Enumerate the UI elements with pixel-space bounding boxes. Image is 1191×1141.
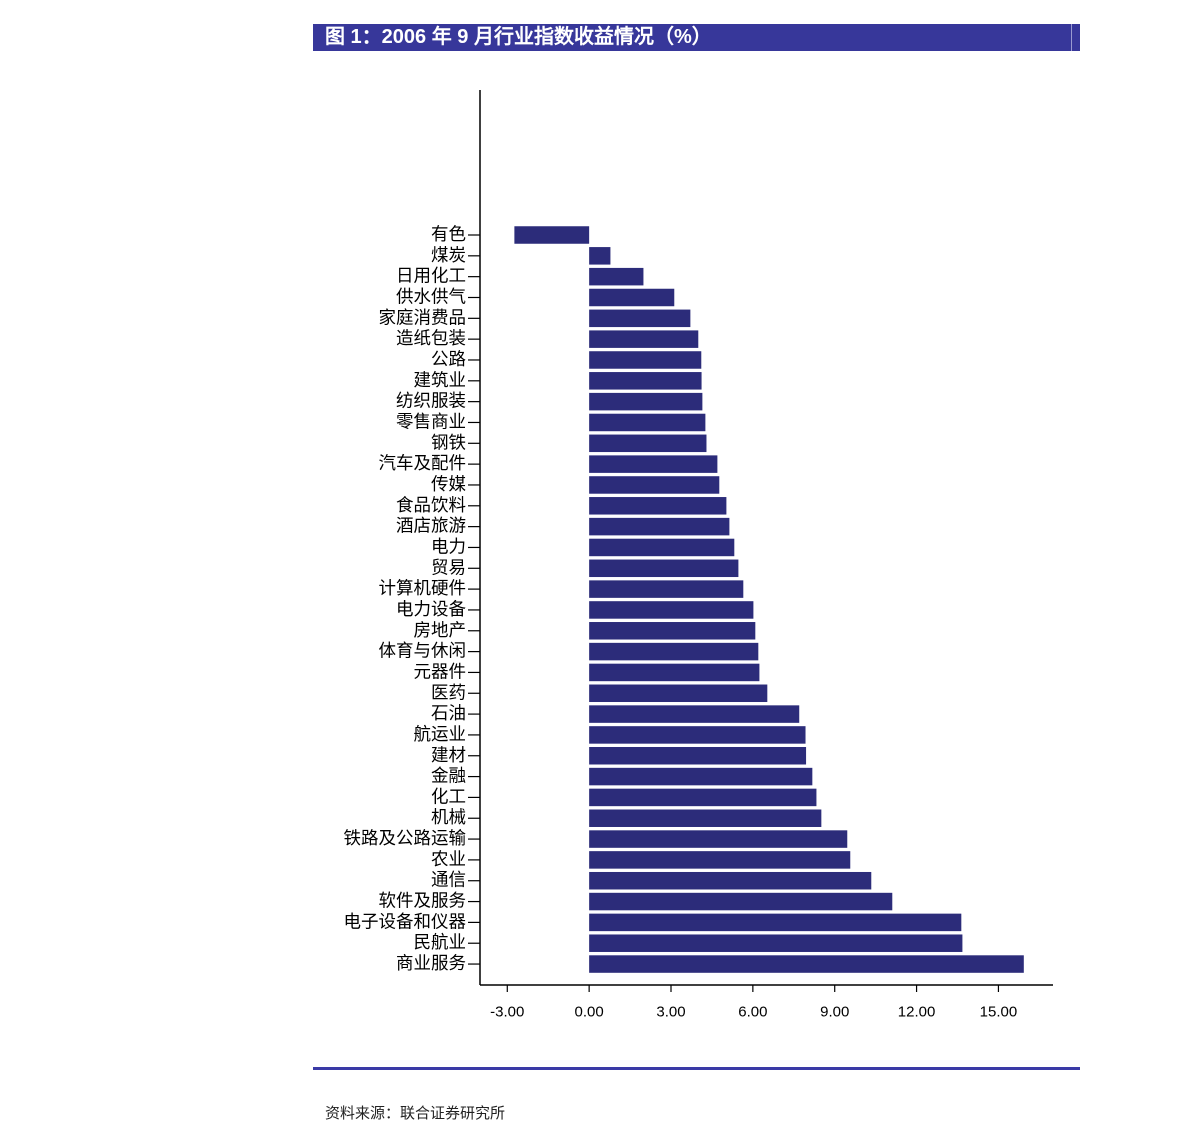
y-tick-label: 贸易 [431,558,466,578]
y-tick-label: 铁路及公路运输 [344,829,467,849]
y-tick-label: 金融 [431,767,466,787]
y-tick-label: 航运业 [414,725,467,745]
y-tick-label: 有色 [431,225,466,245]
bars [514,226,1024,973]
bar [589,580,744,598]
source-note: 资料来源：联合证券研究所 [325,1104,506,1122]
bar [589,892,893,911]
x-tick-label: 12.00 [898,1004,936,1021]
bar [589,476,720,494]
x-tick-label: 9.00 [820,1004,849,1021]
y-tick-label: 软件及服务 [379,892,467,912]
y-tick-label: 计算机硬件 [379,579,467,599]
bar [589,913,962,932]
figure-title: 图 1：2006 年 9 月行业指数收益情况（%） [325,26,712,48]
bar [589,684,768,703]
bar [589,392,703,411]
y-tick-label: 电子设备和仪器 [344,912,467,932]
bar [514,226,590,244]
x-tick-label: 3.00 [656,1004,685,1021]
bar [589,871,872,890]
bar [589,642,759,661]
bar [589,767,813,786]
y-tick-label: 造纸包装 [396,329,466,349]
y-tick-label: 公路 [431,350,466,370]
y-tick-label: 电力 [431,537,466,557]
bar [589,955,1024,973]
y-tick-label: 建材 [431,746,466,766]
axes [479,90,1053,986]
y-tick-label: 元器件 [414,662,467,682]
bar [589,351,702,369]
y-tick-label: 传媒 [431,475,466,495]
y-tick-label: 房地产 [414,621,467,641]
bar [589,267,644,286]
bar [589,247,611,265]
x-tick-label: 6.00 [738,1004,767,1021]
y-tick-label: 机械 [431,808,466,828]
y-tick-label: 建筑业 [414,371,467,391]
y-tick-label: 民航业 [414,933,467,953]
y-tick-label: 医药 [431,683,466,703]
bar [589,809,822,827]
y-tick-label: 化工 [431,787,466,807]
y-tick-label: 体育与休闲 [379,642,467,662]
y-axis-ticks [468,234,480,965]
y-tick-label: 农业 [431,850,466,870]
bar [589,517,730,536]
x-tick-label: 15.00 [980,1004,1018,1021]
bar [589,747,807,765]
x-axis-ticks [506,985,1000,992]
y-tick-label: 煤炭 [431,246,466,266]
y-tick-label: 钢铁 [431,433,466,453]
y-tick-labels: 有色煤炭日用化工供水供气家庭消费品造纸包装公路建筑业纺织服装零售商业钢铁汽车及配… [344,225,467,974]
y-tick-label: 通信 [431,871,466,891]
bar [589,726,806,744]
bar [589,788,817,807]
bar [589,851,851,869]
y-tick-label: 石油 [431,704,466,724]
x-tick-label: 0.00 [575,1004,604,1021]
y-tick-label: 商业服务 [396,954,466,974]
y-tick-label: 纺织服装 [396,392,466,412]
y-tick-label: 汽车及配件 [379,454,467,474]
bar [589,601,754,619]
banner-edge-line [1071,24,1072,51]
y-tick-label: 供水供气 [396,287,466,307]
bar [589,934,963,952]
y-tick-label: 日用化工 [396,267,466,287]
bar [589,663,760,682]
y-tick-label: 食品饮料 [396,496,466,516]
bar [589,705,800,723]
bar [589,413,706,432]
y-tick-label: 零售商业 [396,412,466,432]
bar [589,497,727,515]
x-tick-label: -3.00 [490,1004,524,1021]
bar [589,559,739,578]
bar [589,288,675,307]
bar [589,622,756,640]
y-tick-label: 家庭消费品 [379,308,467,328]
bar [589,309,691,328]
y-tick-label: 酒店旅游 [396,517,466,537]
bar [589,830,848,848]
footer-divider [313,1067,1080,1070]
bar [589,455,718,473]
y-tick-label: 电力设备 [396,600,466,620]
bar [589,434,707,453]
x-tick-labels: -3.00 0.00 3.00 6.00 9.00 12.00 15.00 [490,1004,1017,1021]
bar [589,372,702,390]
bar [589,330,699,348]
bar [589,538,735,557]
figure-title-banner: 图 1：2006 年 9 月行业指数收益情况（%） [313,24,1080,51]
